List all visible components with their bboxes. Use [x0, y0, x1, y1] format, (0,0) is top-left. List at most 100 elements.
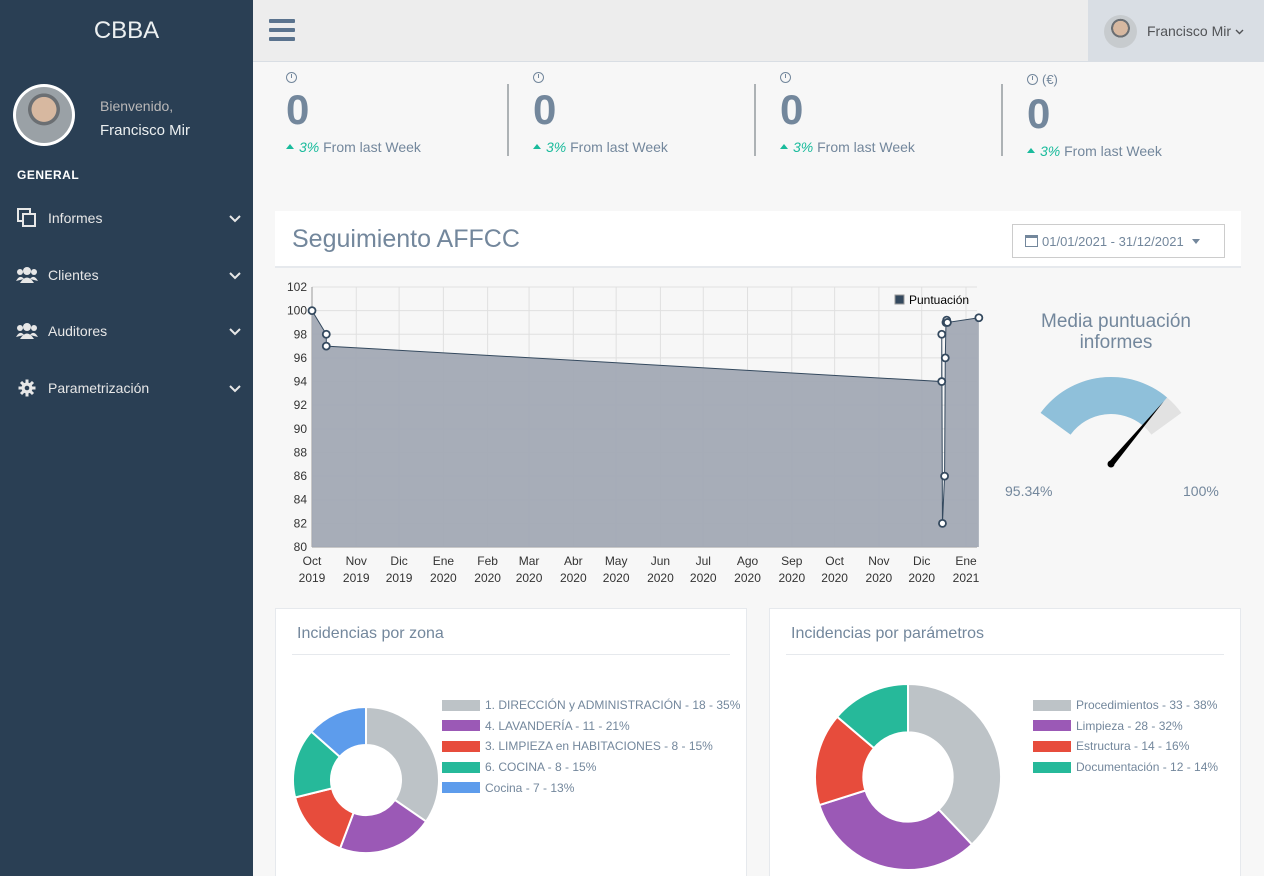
- x-tick-month: Nov: [346, 554, 367, 568]
- sidebar-item-label: Parametrización: [48, 379, 150, 396]
- x-tick-year: 2020: [603, 571, 630, 585]
- x-tick-year: 2020: [690, 571, 717, 585]
- sidebar-item-parametrizacion[interactable]: Parametrización: [0, 360, 253, 417]
- x-tick-month: May: [605, 554, 628, 568]
- legend-label: 4. LAVANDERÍA - 11 - 21%: [485, 718, 630, 733]
- gauge-max-label: 100%: [1183, 483, 1219, 499]
- sidebar-item-label: Auditores: [48, 323, 108, 340]
- x-tick-month: Ene: [433, 554, 455, 568]
- zona-legend: 1. DIRECCIÓN y ADMINISTRACIÓN - 18 - 35%…: [442, 695, 740, 798]
- sidebar-nav: Informes Clientes Auditores Parametrizac…: [0, 190, 253, 416]
- divider: [292, 654, 730, 655]
- x-tick-year: 2020: [821, 571, 848, 585]
- x-tick-year: 2019: [343, 571, 370, 585]
- legend-swatch: [442, 761, 480, 773]
- data-point: [940, 353, 950, 363]
- legend-swatch: [1033, 699, 1071, 711]
- x-tick-year: 2019: [386, 571, 413, 585]
- clone-icon: [16, 207, 38, 229]
- stat-change-label: From last Week: [1064, 143, 1162, 159]
- x-tick-month: Nov: [868, 554, 889, 568]
- clock-icon: [1027, 74, 1038, 85]
- panel-title: Seguimiento AFFCC: [292, 225, 520, 253]
- data-point: [938, 518, 947, 528]
- legend-label: Estructura - 14 - 16%: [1076, 739, 1190, 754]
- legend-label: Documentación - 12 - 14%: [1076, 760, 1219, 775]
- y-tick-label: 90: [294, 422, 308, 436]
- legend-swatch: [894, 294, 905, 305]
- gauge-title: Media puntuación informes: [996, 311, 1236, 353]
- brand-title[interactable]: CBBA: [93, 17, 160, 44]
- stat-change: 3%: [299, 139, 320, 155]
- incidencias-parametros-card: Incidencias por parámetros Procedimiento…: [769, 608, 1241, 876]
- gauge-title-line2: informes: [1079, 332, 1153, 353]
- stat-tile: (€) 0 3% From last Week: [1001, 72, 1264, 172]
- y-tick-label: 88: [294, 445, 308, 459]
- parametros-legend: Procedimientos - 33 - 38% Limpieza - 28 -…: [1033, 695, 1218, 777]
- chevron-down-icon: [217, 323, 253, 339]
- x-tick-year: 2020: [560, 571, 587, 585]
- stat-value: 0: [1027, 90, 1051, 137]
- legend-swatch: [442, 699, 480, 711]
- hamburger-menu-icon[interactable]: [269, 19, 295, 41]
- stat-value: 0: [533, 86, 557, 133]
- calendar-icon: [1025, 235, 1038, 247]
- legend-item: Cocina - 7 - 13%: [442, 777, 740, 798]
- user-menu-dropdown[interactable]: Francisco Mir: [1088, 0, 1264, 62]
- x-tick-year: 2020: [778, 571, 805, 585]
- x-tick-month: Sep: [781, 554, 803, 568]
- sidebar-item-label: Clientes: [48, 266, 99, 283]
- y-tick-label: 98: [294, 327, 308, 341]
- y-tick-label: 82: [294, 516, 308, 530]
- stat-change: 3%: [546, 139, 567, 155]
- y-tick-label: 86: [294, 469, 308, 483]
- divider: [507, 84, 509, 156]
- legend-item: Estructura - 14 - 16%: [1033, 736, 1218, 757]
- users-icon: [16, 264, 38, 286]
- data-point: [974, 313, 984, 323]
- y-tick-label: 102: [287, 280, 307, 294]
- sidebar-item-label: Informes: [48, 210, 103, 227]
- divider: [786, 654, 1224, 655]
- avatar: [13, 84, 75, 146]
- data-point: [321, 329, 331, 339]
- x-tick-month: Dic: [913, 554, 930, 568]
- gauge-needle-hub: [1107, 460, 1115, 468]
- sidebar-item-auditores[interactable]: Auditores: [0, 303, 253, 360]
- x-tick-month: Abr: [564, 554, 583, 568]
- legend-swatch: [442, 782, 480, 794]
- stat-change: 3%: [793, 139, 814, 155]
- x-tick-year: 2020: [430, 571, 457, 585]
- data-point: [937, 329, 947, 339]
- gauge-svg: [1040, 377, 1182, 468]
- stat-value: 0: [286, 86, 310, 133]
- y-tick-label: 84: [294, 493, 308, 507]
- gauge-min-label: 95.34%: [1005, 483, 1053, 499]
- date-range-value: 01/01/2021 - 31/12/2021: [1042, 233, 1184, 249]
- date-range-picker[interactable]: 01/01/2021 - 31/12/2021: [1012, 224, 1225, 258]
- clock-icon: [780, 72, 791, 83]
- x-tick-month: Feb: [477, 554, 498, 568]
- caret-up-icon: [780, 144, 788, 149]
- gear-icon: [16, 377, 38, 399]
- x-tick-month: Oct: [303, 554, 322, 568]
- welcome-text: Bienvenido,: [100, 98, 174, 114]
- legend-swatch: [1033, 761, 1071, 773]
- clock-icon: [286, 72, 297, 83]
- x-tick-month: Mar: [519, 554, 540, 568]
- sidebar-item-clientes[interactable]: Clientes: [0, 247, 253, 304]
- profile-block: Bienvenido, Francisco Mir: [0, 62, 253, 160]
- stat-change-label: From last Week: [323, 139, 421, 155]
- legend-item: 4. LAVANDERÍA - 11 - 21%: [442, 716, 740, 737]
- users-icon: [16, 320, 38, 342]
- caret-up-icon: [533, 144, 541, 149]
- y-tick-label: 96: [294, 351, 308, 365]
- clock-icon: [533, 72, 544, 83]
- sidebar-item-informes[interactable]: Informes: [0, 190, 253, 247]
- stat-change-label: From last Week: [817, 139, 915, 155]
- divider: [1001, 84, 1003, 156]
- x-tick-year: 2020: [908, 571, 935, 585]
- chevron-down-icon: [217, 210, 253, 226]
- score-area-chart: 80 82 84 86 88 90 92 94 96 98 100 102 Oct 2019 Nov 2019…: [275, 270, 986, 590]
- x-tick-month: Oct: [825, 554, 844, 568]
